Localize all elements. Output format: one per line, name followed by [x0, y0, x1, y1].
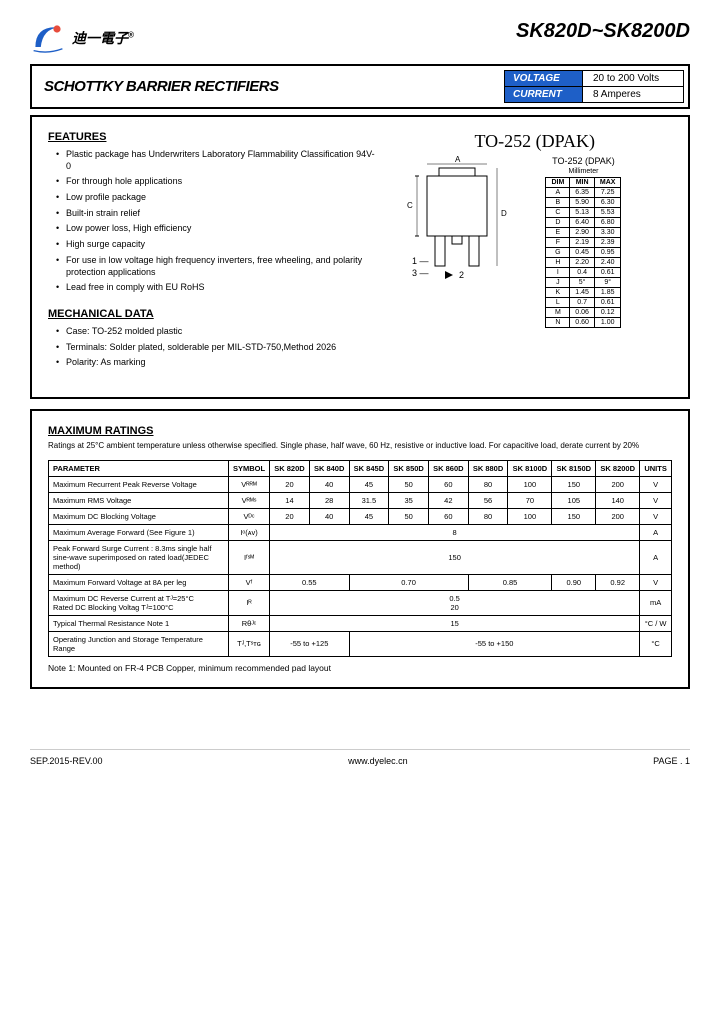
svg-text:2: 2 — [459, 270, 464, 280]
page-footer: SEP.2015-REV.00 www.dyelec.cn PAGE . 1 — [30, 749, 690, 766]
svg-text:1 —: 1 — — [412, 256, 429, 266]
features-section: FEATURES Plastic package has Underwriter… — [30, 115, 690, 399]
current-value: 8 Amperes — [583, 86, 683, 102]
mechanical-item: Terminals: Solder plated, solderable per… — [56, 342, 377, 354]
dimension-table: TO-252 (DPAK) Millimeter DIMMINMAXA6.357… — [545, 156, 621, 328]
footer-page: PAGE . 1 — [653, 756, 690, 766]
current-label: CURRENT — [505, 86, 583, 102]
features-list: Plastic package has Underwriters Laborat… — [48, 149, 377, 294]
mechanical-item: Case: TO-252 molded plastic — [56, 326, 377, 338]
feature-item: High surge capacity — [56, 239, 377, 251]
ratings-section: MAXIMUM RATINGS Ratings at 25°C ambient … — [30, 409, 690, 689]
feature-item: For through hole applications — [56, 176, 377, 188]
logo-icon — [30, 20, 66, 56]
product-title: SCHOTTKY BARRIER RECTIFIERS — [44, 78, 279, 95]
feature-item: Built-in strain relief — [56, 208, 377, 220]
part-number: SK820D~SK8200D — [516, 20, 690, 43]
mechanical-title: MECHANICAL DATA — [48, 308, 377, 320]
ratings-title: MAXIMUM RATINGS — [48, 425, 672, 437]
title-box: SCHOTTKY BARRIER RECTIFIERS VOLTAGE 20 t… — [30, 64, 690, 109]
mechanical-item: Polarity: As marking — [56, 357, 377, 369]
voltage-value: 20 to 200 Volts — [583, 71, 683, 86]
feature-item: Lead free in comply with EU RoHS — [56, 282, 377, 294]
company-name: 迪一電子® — [72, 28, 134, 48]
feature-item: Low power loss, High efficiency — [56, 223, 377, 235]
svg-text:A: A — [455, 156, 461, 164]
ratings-table: PARAMETERSYMBOLSK 820DSK 840DSK 845DSK 8… — [48, 460, 672, 657]
spec-box: VOLTAGE 20 to 200 Volts CURRENT 8 Ampere… — [504, 70, 684, 103]
feature-item: For use in low voltage high frequency in… — [56, 255, 377, 278]
features-title: FEATURES — [48, 131, 377, 143]
svg-text:C: C — [407, 201, 413, 210]
package-diagram: C A D 1 — 3 — 2 — [397, 156, 537, 328]
voltage-label: VOLTAGE — [505, 71, 583, 86]
svg-text:D: D — [501, 209, 507, 218]
feature-item: Plastic package has Underwriters Laborat… — [56, 149, 377, 172]
footer-rev: SEP.2015-REV.00 — [30, 756, 103, 766]
feature-item: Low profile package — [56, 192, 377, 204]
ratings-footnote: Note 1: Mounted on FR-4 PCB Copper, mini… — [48, 663, 672, 673]
footer-url: www.dyelec.cn — [348, 756, 408, 766]
svg-text:3 —: 3 — — [412, 268, 429, 278]
ratings-note: Ratings at 25°C ambient temperature unle… — [48, 441, 672, 450]
mechanical-list: Case: TO-252 molded plastic Terminals: So… — [48, 326, 377, 369]
company-logo: 迪一電子® — [30, 20, 134, 56]
package-title: TO-252 (DPAK) — [397, 131, 672, 152]
